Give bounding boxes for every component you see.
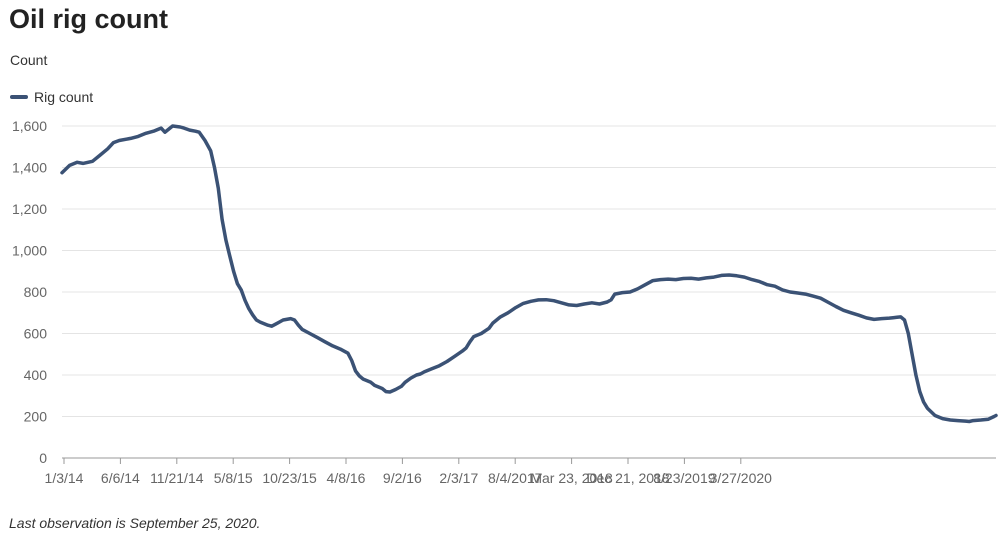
x-tick-label: 8/4/2017 [488,470,543,486]
x-tick-label: 11/21/14 [150,470,204,486]
x-tick-label: 4/8/16 [327,470,366,486]
y-tick-label: 400 [24,367,48,383]
x-tick-label: 2/3/17 [439,470,478,486]
footnote: Last observation is September 25, 2020. [9,515,261,531]
y-tick-label: 600 [24,326,48,342]
legend-label: Rig count [34,89,94,105]
series-line-rig-count[interactable] [60,124,998,424]
chart-title: Oil rig count [9,4,168,34]
x-tick-label: 8/23/2019 [653,470,715,486]
x-tick-label: 6/6/14 [101,470,140,486]
y-tick-label: 1,000 [12,243,47,259]
x-tick-label: 9/2/16 [383,470,422,486]
x-tick-label: 3/27/2020 [710,470,772,486]
x-tick-label: Mar 23, 2018 [530,470,613,486]
x-tick-label: Dec 21, 2018 [586,470,669,486]
y-tick-label: 1,200 [12,201,47,217]
x-tick-label: 10/23/15 [262,470,317,486]
x-tick-label: 5/8/15 [214,470,253,486]
x-tick-label: 1/3/14 [45,470,84,486]
legend[interactable]: Rig count [10,89,93,105]
legend-swatch [10,95,28,99]
y-axis-label: Count [10,52,48,68]
y-tick-label: 800 [24,284,48,300]
y-tick-label: 200 [24,409,48,425]
y-tick-label: 1,600 [12,118,47,134]
y-tick-label: 1,400 [12,160,47,176]
y-tick-label: 0 [39,450,47,466]
